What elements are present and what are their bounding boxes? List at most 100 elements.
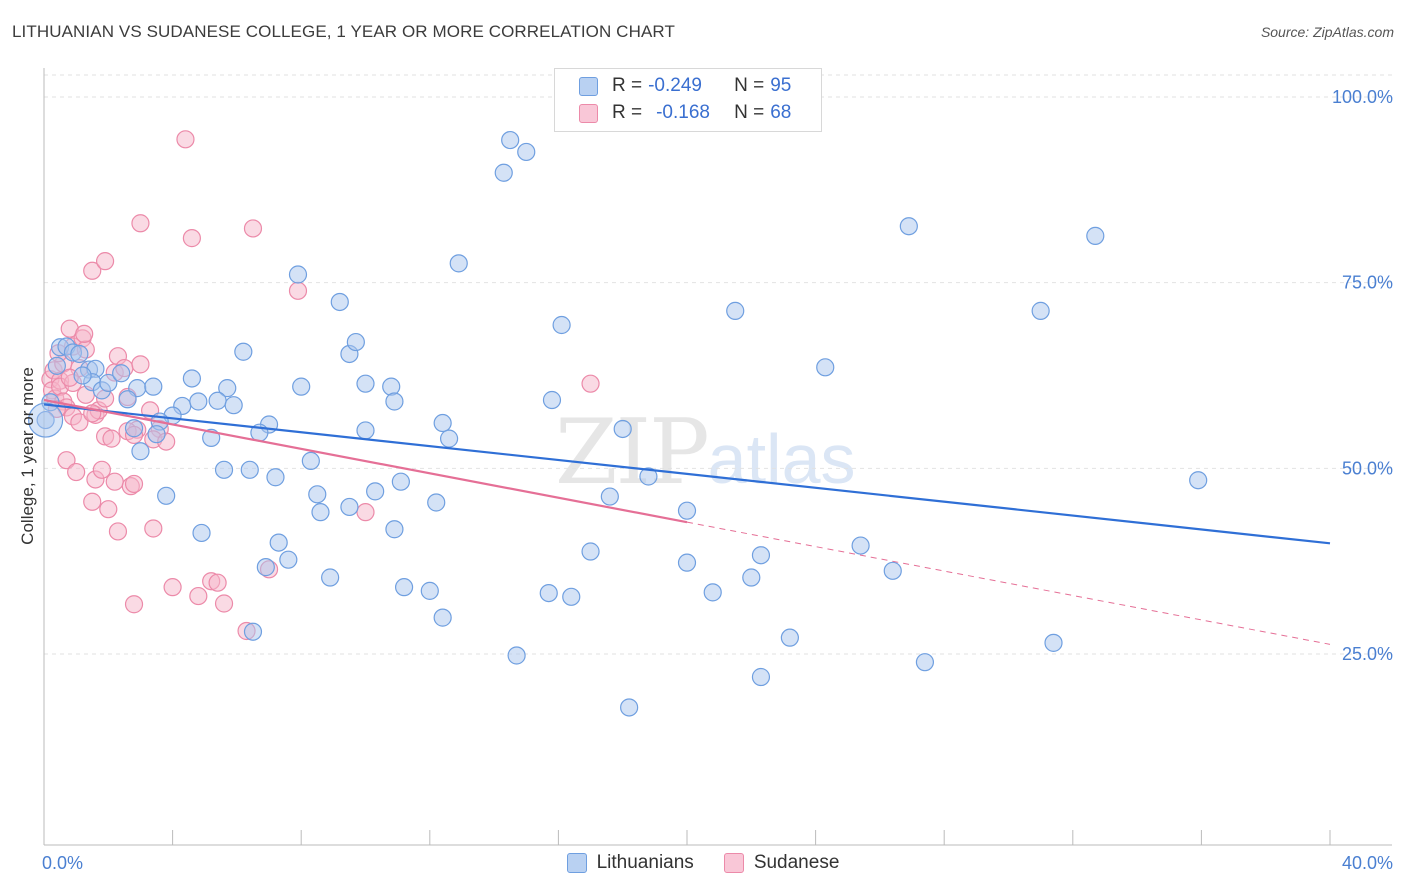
lithuanian-point <box>311 503 330 522</box>
y-tick-label: 100.0% <box>1332 87 1393 107</box>
lithuanian-point <box>780 628 799 647</box>
legend-label-lithuanians: Lithuanians <box>596 852 694 873</box>
lithuanian-point <box>1086 226 1105 245</box>
sudanese-point <box>92 460 111 479</box>
lithuanian-point <box>539 584 558 603</box>
lithuanian-point <box>192 523 211 543</box>
legend-r-label: R = <box>612 75 643 96</box>
sudanese-point <box>214 594 234 613</box>
lithuanian-point <box>726 301 745 320</box>
lithuanian-point <box>677 553 697 572</box>
axis-labels: 25.0% 50.0% 75.0% 100.0% 0.0% 40.0% College, 1… <box>18 87 1393 873</box>
watermark: ZIPatlas <box>555 400 856 505</box>
x-tick-label: 40.0% <box>1342 853 1393 873</box>
lithuanian-point <box>433 608 452 627</box>
lithuanian-point <box>552 315 571 335</box>
lithuanian-point <box>542 390 562 410</box>
sudanese-point <box>176 130 195 149</box>
lithuanian-point <box>356 374 375 393</box>
lithuanian-point <box>112 364 131 383</box>
sudanese-point <box>144 519 163 538</box>
legend-r-value: -0.249 <box>648 75 702 96</box>
sudanese-point <box>288 281 308 300</box>
sudanese-point <box>102 429 121 448</box>
lithuanian-point <box>330 292 349 312</box>
lithuanian-point <box>340 497 359 517</box>
lithuanian-point <box>883 561 902 580</box>
lithuanian-point <box>507 646 526 665</box>
lithuanian-point <box>517 142 536 162</box>
sudanese-point <box>131 355 150 374</box>
grid-lines <box>44 74 1392 655</box>
lithuanian-point <box>292 377 311 396</box>
sudanese-point <box>124 595 144 614</box>
lithuanian-point <box>449 254 468 273</box>
sudanese-point <box>208 573 227 592</box>
sudanese-point <box>108 522 128 541</box>
lithuanian-point <box>234 342 253 361</box>
lithuanian-point <box>218 379 237 398</box>
sudanese-point <box>182 229 201 248</box>
source-credit: Source: ZipAtlas.com <box>1260 24 1394 40</box>
sudanese-point <box>189 586 208 606</box>
legend-row-lithuanians: R = -0.249 N = 95 <box>579 74 791 98</box>
lithuanian-point <box>118 390 137 409</box>
lithuanian-point <box>131 442 150 461</box>
lithuanian-point <box>600 487 619 506</box>
axes <box>43 68 1392 846</box>
sudanese-point <box>95 252 115 271</box>
lithuanian-point <box>1044 633 1063 652</box>
sudanese-point <box>105 472 124 491</box>
x-tick-label: 0.0% <box>42 853 83 873</box>
sudanese-point <box>124 474 144 494</box>
sudanese-point <box>131 214 150 233</box>
lithuanian-point <box>308 485 327 504</box>
lithuanian-point <box>420 581 439 600</box>
lithuanian-point <box>703 583 722 602</box>
sudanese-trend-extension <box>686 521 1331 645</box>
lithuanian-point <box>382 377 401 396</box>
sudanese-point <box>67 462 86 482</box>
lithuanian-point <box>394 578 414 597</box>
lithuanian-point <box>214 460 234 479</box>
chart-title: LITHUANIAN VS SUDANESE COLLEGE, 1 YEAR O… <box>12 22 675 41</box>
sudanese-point <box>57 451 76 470</box>
lithuanian-point <box>321 568 340 587</box>
sudanese-point <box>356 503 375 522</box>
legend-label-sudanese: Sudanese <box>753 852 840 873</box>
lithuanian-point <box>501 130 520 150</box>
lithuanian-point <box>1189 471 1208 490</box>
lithuanian-points <box>28 130 1208 717</box>
lithuanian-point <box>279 550 298 569</box>
legend-swatch-pink <box>723 853 744 873</box>
lithuanian-point <box>439 429 459 448</box>
lithuanian-point <box>288 265 308 284</box>
legend-swatch-blue <box>566 853 587 873</box>
legend-item-lithuanians: Lithuanians <box>566 852 694 874</box>
legend-r-label: R = <box>612 102 643 123</box>
y-tick-label: 75.0% <box>1342 273 1393 293</box>
lithuanian-point <box>899 217 918 236</box>
lithuanian-point-large <box>28 402 64 438</box>
sudanese-point <box>83 492 102 511</box>
lithuanian-point <box>346 332 365 352</box>
lithuanian-point <box>581 542 600 561</box>
y-axis-title: College, 1 year or more <box>18 367 37 545</box>
sudanese-point <box>163 578 182 597</box>
lithuanian-point <box>224 396 243 415</box>
lithuanian-point <box>742 568 761 587</box>
lithuanian-point <box>73 366 92 385</box>
lithuanian-point <box>1031 301 1050 320</box>
sudanese-point <box>581 374 600 393</box>
lithuanian-point <box>240 460 259 479</box>
legend-swatch-blue <box>579 76 598 96</box>
sudanese-point <box>83 261 102 280</box>
lithuanian-point <box>356 421 375 440</box>
watermark-zip: ZIP <box>555 400 710 505</box>
lithuanian-point <box>385 520 404 539</box>
lithuanian-point <box>433 413 452 433</box>
sudanese-trend-line <box>43 398 688 524</box>
lithuanian-point <box>391 472 410 491</box>
lithuanian-point <box>385 392 404 411</box>
legend-item-sudanese: Sudanese <box>723 852 840 874</box>
